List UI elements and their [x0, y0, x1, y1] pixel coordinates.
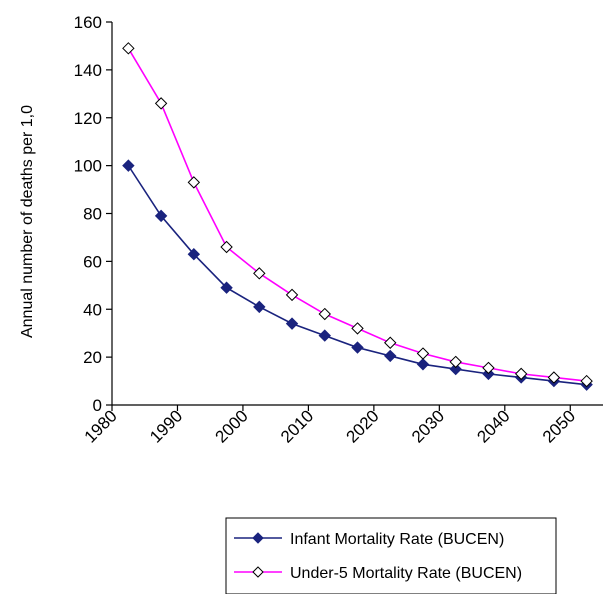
- series-1-point: [351, 341, 364, 354]
- series-2-point: [154, 97, 168, 110]
- series-2-point: [580, 374, 593, 388]
- series-1-point: [253, 300, 266, 314]
- y-tick-label: 0: [93, 396, 102, 415]
- series-2-point: [547, 371, 561, 384]
- series-1-point: [416, 358, 430, 371]
- y-ticks: 0 20 40 60 80 100 120 140 160: [74, 13, 112, 415]
- legend-box: [225, 517, 557, 594]
- legend-swatch-marker: [252, 532, 264, 544]
- x-tick-label: 1980: [81, 406, 121, 446]
- x-tick-label: 2020: [343, 406, 383, 446]
- series-group: [122, 42, 593, 391]
- series-2-point: [449, 355, 462, 369]
- legend: Infant Mortality Rate (BUCEN) Under-5 Mor…: [225, 517, 557, 594]
- series-2-point: [122, 42, 135, 55]
- x-ticks: 1980 1990 2000 2010 2020 2030 2040 2050: [81, 405, 579, 447]
- series-1-point: [384, 349, 397, 363]
- y-tick-label: 80: [83, 205, 102, 224]
- series-2-point: [351, 322, 364, 335]
- series-2-point: [318, 307, 331, 321]
- series-1-point: [187, 247, 201, 261]
- x-tick-label: 2000: [212, 406, 252, 446]
- x-tick-label: 2030: [408, 406, 448, 446]
- series-2-point: [253, 267, 266, 280]
- y-tick-label: 60: [83, 252, 102, 271]
- y-axis-label: Annual number of deaths per 1,0: [19, 105, 36, 338]
- series-1-point: [220, 281, 233, 294]
- series-1-point: [122, 159, 135, 172]
- y-tick-label: 20: [83, 348, 102, 367]
- legend-label: Infant Mortality Rate (BUCEN): [290, 531, 504, 548]
- x-tick-label: 2050: [539, 406, 579, 446]
- x-tick-label: 2010: [277, 406, 317, 446]
- series-1-point: [285, 317, 299, 330]
- series-1-point: [154, 209, 168, 223]
- y-tick-label: 160: [74, 13, 102, 32]
- series-2-point: [482, 361, 495, 375]
- x-tick-label: 2040: [473, 406, 513, 446]
- series-2-point: [187, 176, 201, 189]
- series-2-point: [384, 336, 397, 349]
- y-tick-label: 40: [83, 300, 102, 319]
- y-tick-label: 100: [74, 157, 102, 176]
- series-2-point: [285, 288, 299, 302]
- y-tick-label: 120: [74, 109, 102, 128]
- series-2-point: [514, 367, 528, 381]
- series-2-point: [416, 347, 430, 360]
- legend-swatch-marker: [252, 566, 264, 578]
- series-2-point: [220, 240, 233, 254]
- legend-label: Under-5 Mortality Rate (BUCEN): [290, 565, 522, 582]
- series-1-point: [449, 362, 462, 376]
- y-tick-label: 140: [74, 61, 102, 80]
- series-1-point: [318, 329, 331, 342]
- x-tick-label: 1990: [146, 406, 186, 446]
